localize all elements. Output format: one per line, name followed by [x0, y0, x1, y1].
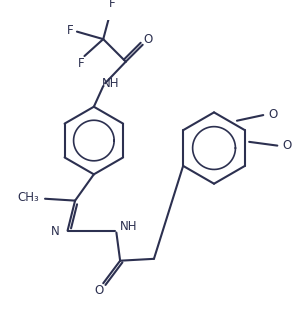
- Text: F: F: [108, 0, 115, 10]
- Text: O: O: [144, 33, 153, 46]
- Text: NH: NH: [120, 220, 138, 233]
- Text: O: O: [282, 139, 291, 152]
- Text: F: F: [77, 57, 84, 70]
- Text: O: O: [268, 108, 277, 121]
- Text: O: O: [94, 284, 103, 297]
- Text: N: N: [51, 225, 60, 238]
- Text: NH: NH: [102, 77, 120, 90]
- Text: F: F: [67, 24, 74, 37]
- Text: CH₃: CH₃: [18, 191, 39, 204]
